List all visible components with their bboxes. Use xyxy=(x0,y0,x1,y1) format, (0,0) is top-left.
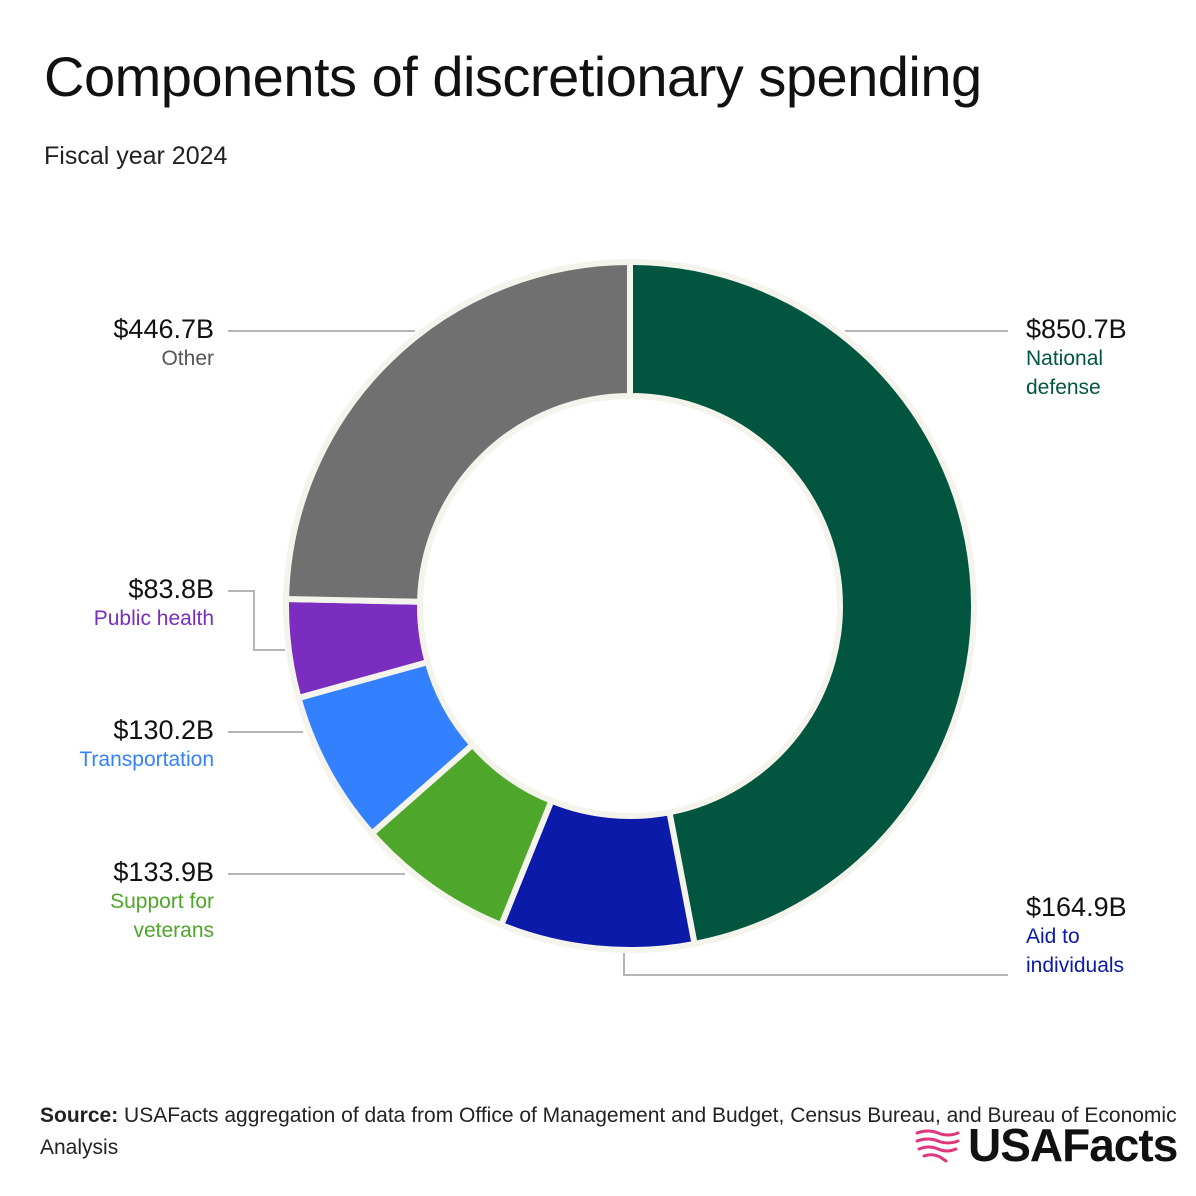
value-label-aid-to-individuals: $164.9B xyxy=(1026,892,1127,922)
category-label-other: Other xyxy=(161,347,214,370)
category-label-transportation: Transportation xyxy=(79,748,214,771)
category-label-national-defense: National defense xyxy=(1026,347,1104,399)
source-label: Source: xyxy=(40,1104,119,1127)
label-public-health: $83.8B Public health xyxy=(94,575,214,633)
chart-subtitle: Fiscal year 2024 xyxy=(44,142,228,170)
usafacts-logo: USAFacts xyxy=(914,1119,1178,1171)
label-other: $446.7B Other xyxy=(113,315,214,373)
label-national-defense: $850.7B National defense xyxy=(1026,315,1127,402)
category-label-support-for-veterans: Support for veterans xyxy=(110,890,214,942)
leader-line-public-health xyxy=(228,590,285,651)
label-support-for-veterans: $133.9B Support for veterans xyxy=(110,858,214,945)
label-transportation: $130.2B Transportation xyxy=(79,716,214,774)
value-label-transportation: $130.2B xyxy=(113,715,214,745)
usafacts-flag-map-icon xyxy=(915,1129,960,1163)
source-text: USAFacts aggregation of data from Office… xyxy=(40,1104,1177,1159)
source-note: Source: USAFacts aggregation of data fro… xyxy=(40,1100,1196,1164)
slice-national-defense xyxy=(627,259,977,947)
value-label-public-health: $83.8B xyxy=(128,574,214,604)
category-label-public-health: Public health xyxy=(93,607,214,630)
category-label-aid-to-individuals: Aid to individuals xyxy=(1026,925,1125,977)
value-label-support-for-veterans: $133.9B xyxy=(113,857,214,887)
value-label-other: $446.7B xyxy=(113,314,214,344)
leader-line-aid-to-individuals xyxy=(623,953,1008,976)
slice-other xyxy=(283,259,633,605)
value-label-national-defense: $850.7B xyxy=(1026,314,1127,344)
donut-hole xyxy=(423,399,837,813)
label-aid-to-individuals: $164.9B Aid to individuals xyxy=(1026,893,1127,980)
chart-title: Components of discretionary spending xyxy=(44,45,982,108)
logo-wordmark: USAFacts xyxy=(968,1119,1178,1171)
